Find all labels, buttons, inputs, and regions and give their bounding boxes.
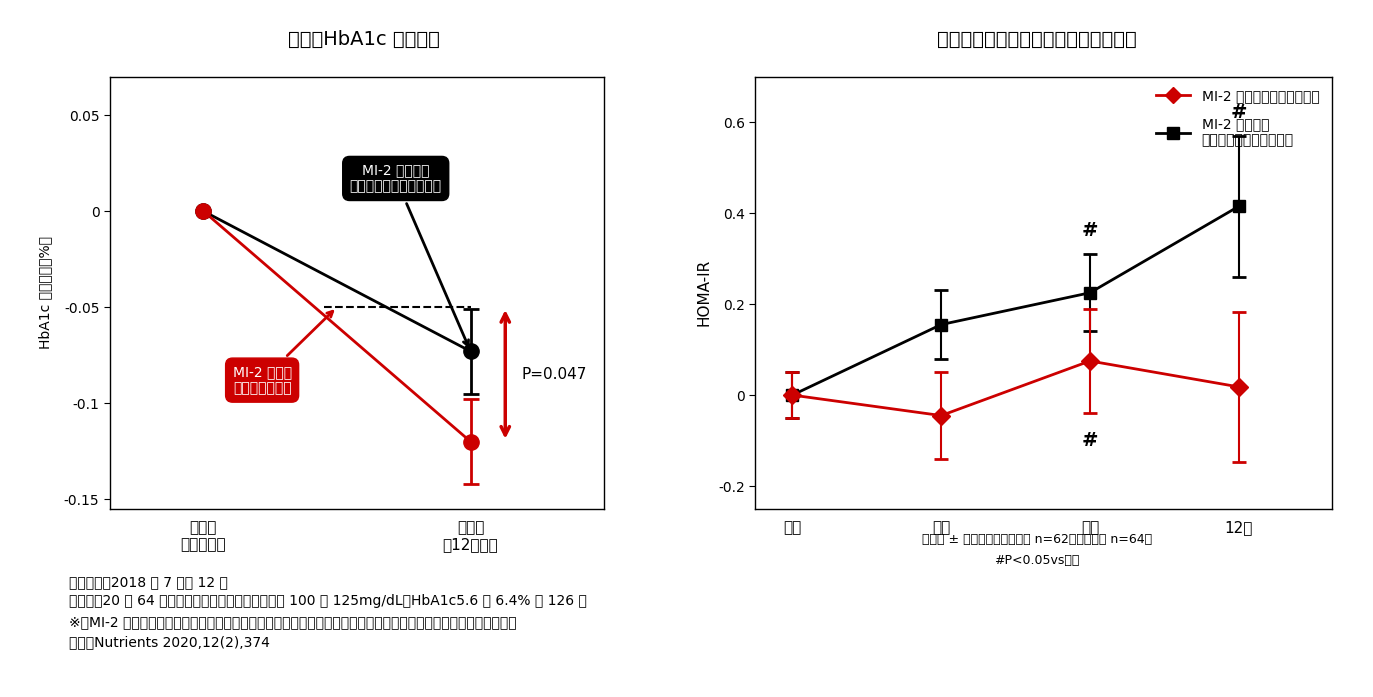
- Text: MI-2 乳酸菌が
入っていないヨーグルト: MI-2 乳酸菌が 入っていないヨーグルト: [350, 163, 468, 346]
- Y-axis label: HOMA-IR: HOMA-IR: [696, 259, 711, 326]
- Text: MI-2 乳酸菌
入りヨーグルト: MI-2 乳酸菌 入りヨーグルト: [232, 312, 332, 395]
- Text: 出典：Nutrients 2020,12(2),374: 出典：Nutrients 2020,12(2),374: [69, 636, 269, 650]
- Text: 図２．インスリン抵抗性指標の変化量: 図２．インスリン抵抗性指標の変化量: [936, 30, 1137, 49]
- Text: #P<0.05vs０週: #P<0.05vs０週: [994, 554, 1079, 567]
- Legend: MI-2 乳酸菌入りヨーグルト, MI-2 乳酸菌が
入っていないヨーグルト: MI-2 乳酸菌入りヨーグルト, MI-2 乳酸菌が 入っていないヨーグルト: [1151, 84, 1325, 153]
- Text: P=0.047: P=0.047: [522, 367, 586, 382]
- Text: 対象者：20 ～ 64 歳の健康な成人で、空腹時血糖値 100 ～ 125mg/dL、HbA1c5.6 ～ 6.4% の 126 名: 対象者：20 ～ 64 歳の健康な成人で、空腹時血糖値 100 ～ 125mg/…: [69, 594, 586, 608]
- Text: #: #: [1082, 222, 1098, 240]
- Text: 実施期間：2018 年 7 月～ 12 月: 実施期間：2018 年 7 月～ 12 月: [69, 575, 228, 589]
- Text: 平均値 ± 標準誤差（被験食品 n=62，対照食品 n=64）: 平均値 ± 標準誤差（被験食品 n=62，対照食品 n=64）: [921, 533, 1152, 546]
- Text: #: #: [1082, 431, 1098, 450]
- Text: #: #: [1230, 103, 1247, 122]
- Text: 図１．HbA1c の変化量: 図１．HbA1c の変化量: [288, 30, 439, 49]
- Y-axis label: HbA1c の変化量（%）: HbA1c の変化量（%）: [38, 236, 52, 349]
- Text: ※「MI-2 乳酸菌」の抗炎症効果は、生菌よりも加熱菌体の方が高いため、加熱菌体で臨床試験を実施しています。: ※「MI-2 乳酸菌」の抗炎症効果は、生菌よりも加熱菌体の方が高いため、加熱菌体…: [69, 615, 516, 629]
